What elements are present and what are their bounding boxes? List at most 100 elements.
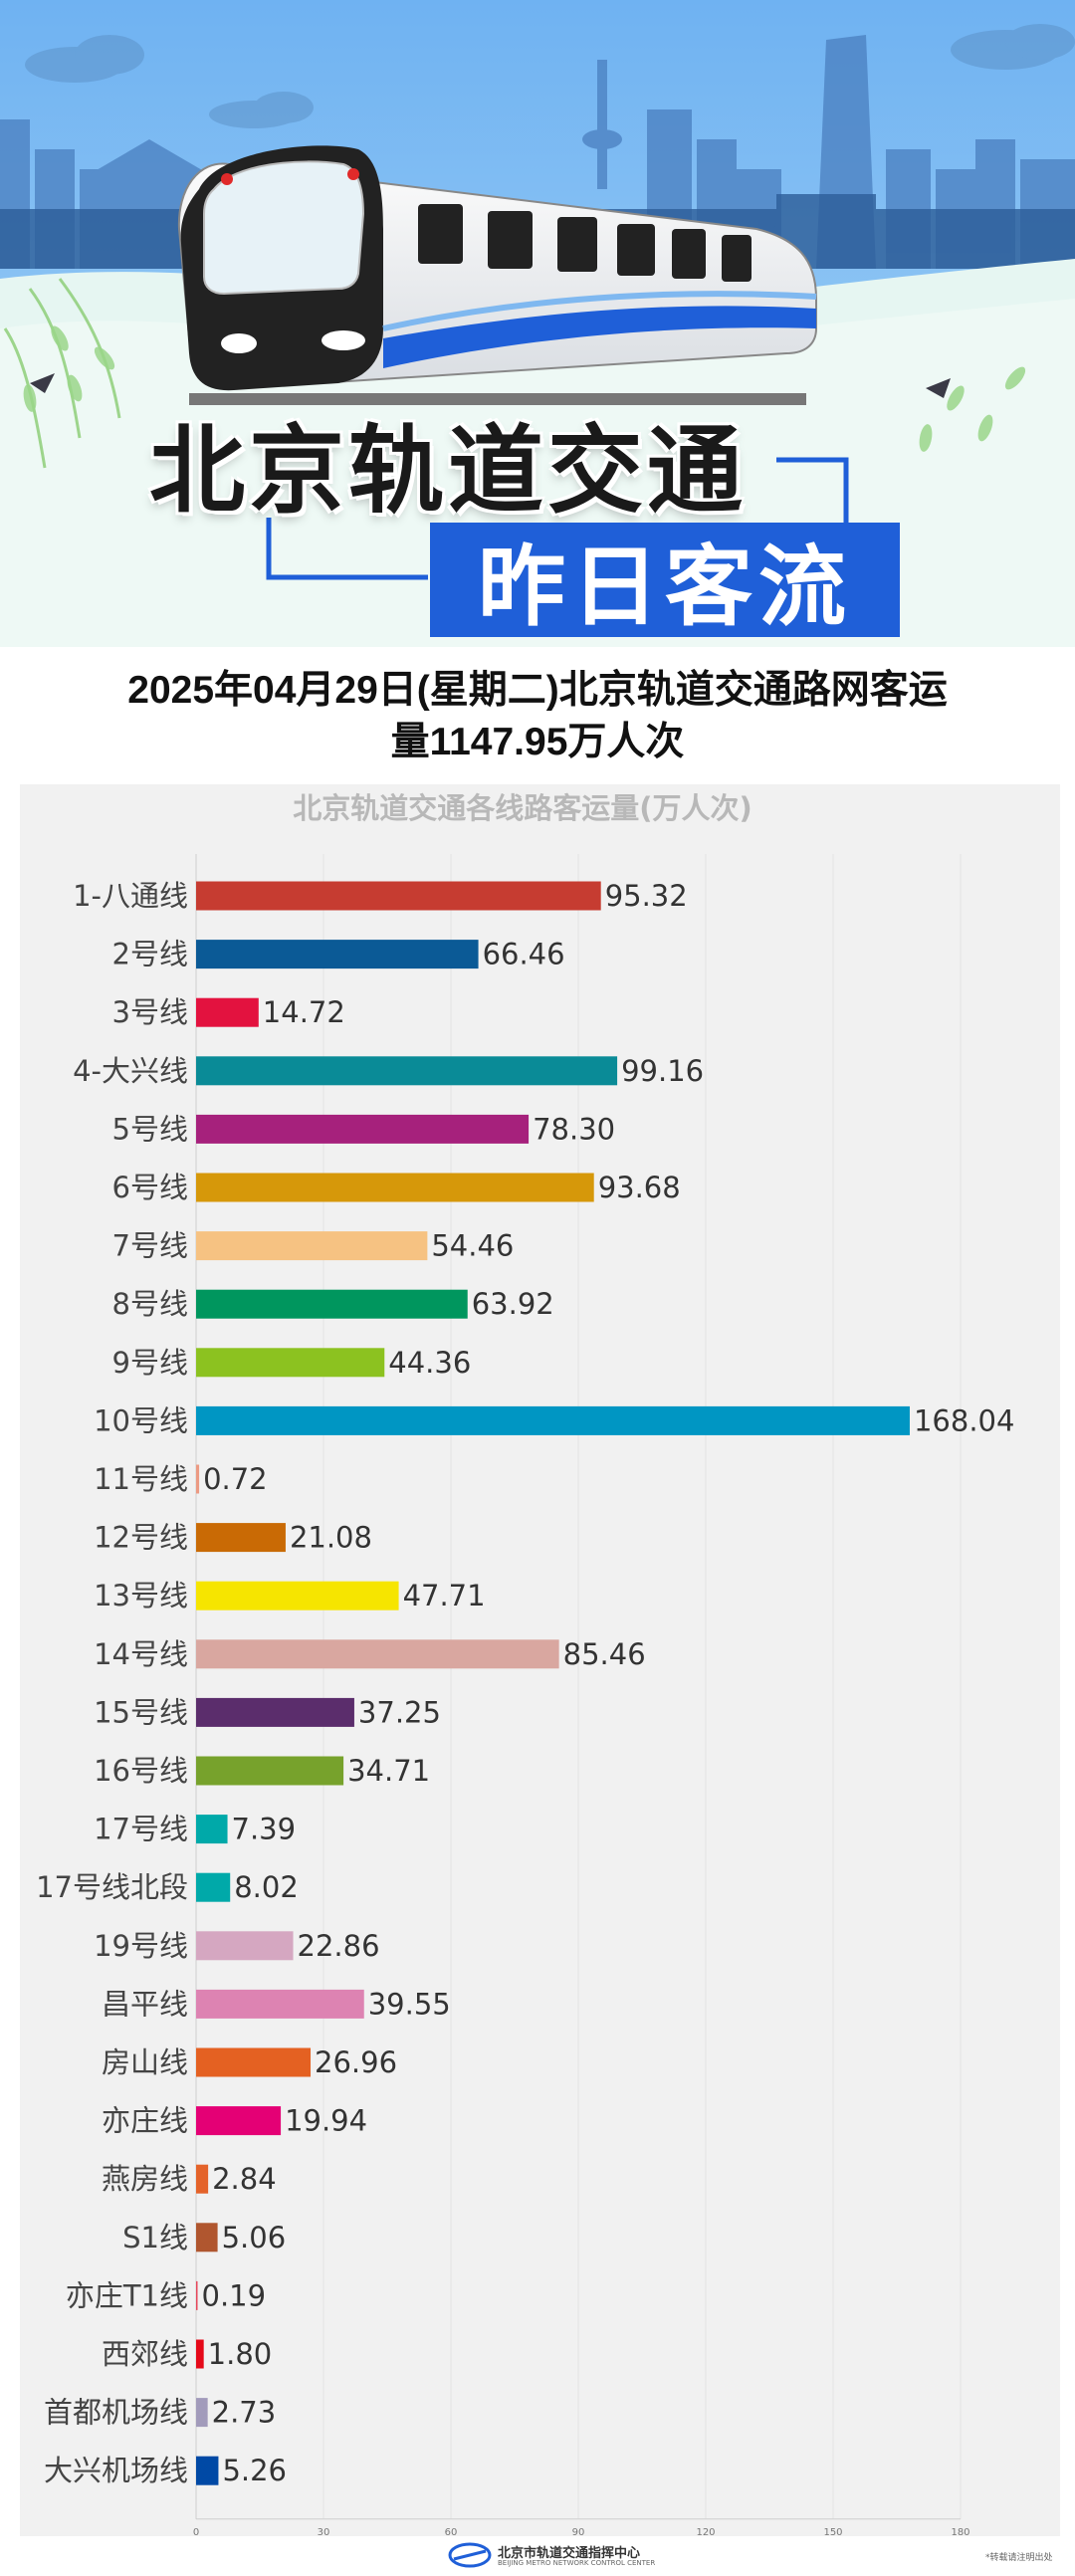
category-label: 19号线	[94, 1929, 188, 1963]
hero-banner: 北京轨道交通 昨日客流	[0, 0, 1075, 647]
value-label: 34.71	[347, 1754, 430, 1788]
bar	[196, 1056, 618, 1086]
value-label: 54.46	[431, 1229, 514, 1263]
value-label: 168.04	[914, 1403, 1014, 1437]
category-label: 燕房线	[102, 2162, 188, 2196]
value-label: 37.25	[358, 1695, 441, 1729]
x-tick-label: 0	[193, 2527, 199, 2536]
bar	[196, 1231, 428, 1261]
category-label: 11号线	[94, 1462, 188, 1496]
bar	[196, 1405, 910, 1435]
category-label: 首都机场线	[44, 2396, 188, 2430]
bar	[196, 2047, 312, 2077]
bar	[196, 881, 601, 911]
value-label: 7.39	[232, 1813, 297, 1846]
category-label: 17号线北段	[36, 1870, 188, 1904]
bar	[196, 2398, 208, 2428]
bar	[196, 1872, 231, 1902]
bar	[196, 1348, 385, 1378]
value-label: 2.84	[212, 2162, 277, 2196]
category-label: 昌平线	[102, 1987, 188, 2021]
category-label: 大兴机场线	[44, 2454, 188, 2487]
value-label: 19.94	[285, 2104, 367, 2138]
bar	[196, 940, 479, 969]
bar	[196, 2339, 204, 2369]
chart-panel: 北京轨道交通各线路客运量(万人次) 0 30 60 90 120 150 180 1-八通线…	[20, 784, 1060, 2536]
bar	[196, 1639, 559, 1669]
x-tick-label: 120	[696, 2527, 715, 2536]
value-label: 39.55	[368, 1987, 451, 2021]
category-label: 10号线	[94, 1403, 188, 1437]
footer-org-name: 北京市轨道交通指挥中心	[498, 2546, 641, 2561]
category-label: 8号线	[112, 1287, 188, 1321]
value-label: 26.96	[315, 2045, 397, 2079]
category-label: 5号线	[112, 1112, 188, 1146]
value-label: 5.26	[222, 2454, 287, 2487]
footer-org-name-en: BEIJING METRO NETWORK CONTROL CENTER	[498, 2559, 656, 2567]
value-label: 0.72	[203, 1462, 268, 1496]
bar	[196, 1289, 468, 1319]
page-title: 北京轨道交通	[149, 415, 747, 527]
value-label: 78.30	[533, 1112, 615, 1146]
x-tick-label: 60	[445, 2527, 458, 2536]
bar	[196, 1173, 594, 1202]
value-label: 21.08	[290, 1521, 372, 1555]
summary-line-1: 2025年04月29日(星期二)北京轨道交通路网客运	[127, 669, 948, 712]
category-label: 16号线	[94, 1754, 188, 1788]
bar	[196, 997, 259, 1027]
page-subtitle: 昨日客流	[430, 523, 900, 638]
value-label: 2.73	[212, 2396, 277, 2430]
bar	[196, 2280, 198, 2310]
chart-title: 北京轨道交通各线路客运量(万人次)	[293, 791, 752, 825]
value-label: 95.32	[605, 879, 688, 913]
bar	[196, 1464, 200, 1494]
value-label: 63.92	[472, 1287, 554, 1321]
bar	[196, 2164, 209, 2194]
bar	[196, 1931, 294, 1961]
bar	[196, 2223, 218, 2253]
value-label: 99.16	[621, 1054, 704, 1088]
category-label: 14号线	[94, 1637, 188, 1671]
category-label: 房山线	[102, 2045, 188, 2079]
value-label: 66.46	[483, 938, 565, 971]
subway-train-illustration	[177, 145, 817, 405]
value-label: 1.80	[208, 2337, 273, 2371]
value-label: 8.02	[234, 1870, 299, 1904]
bird-icon	[30, 373, 951, 398]
bar	[196, 1697, 354, 1727]
category-label: 15号线	[94, 1695, 188, 1729]
category-label: 4-大兴线	[73, 1054, 188, 1088]
bar	[196, 1114, 530, 1144]
bar	[196, 1756, 344, 1786]
value-label: 85.46	[563, 1637, 646, 1671]
x-tick-label: 90	[572, 2527, 585, 2536]
summary-headline: 2025年04月29日(星期二)北京轨道交通路网客运 量1147.95万人次	[20, 657, 1055, 784]
category-label: 亦庄线	[102, 2104, 188, 2138]
value-label: 5.06	[222, 2221, 287, 2254]
value-label: 93.68	[598, 1171, 681, 1204]
footer-note: *转载请注明出处	[985, 2553, 1053, 2563]
value-label: 14.72	[263, 995, 345, 1029]
value-label: 47.71	[403, 1579, 486, 1612]
category-label: 3号线	[112, 995, 188, 1029]
decor-lines	[266, 457, 849, 580]
bar	[196, 1581, 399, 1610]
category-label: 13号线	[94, 1579, 188, 1612]
value-label: 22.86	[298, 1929, 380, 1963]
value-label: 0.19	[202, 2278, 267, 2312]
category-label: 2号线	[112, 938, 188, 971]
x-tick-label: 150	[823, 2527, 842, 2536]
category-label: 亦庄T1线	[66, 2278, 188, 2312]
bar	[196, 2456, 219, 2485]
category-label: 17号线	[94, 1813, 188, 1846]
bar-chart: 北京轨道交通各线路客运量(万人次) 0 30 60 90 120 150 180 1-八通线…	[36, 791, 1014, 2536]
category-label: S1线	[122, 2221, 188, 2254]
bar	[196, 1989, 364, 2019]
category-label: 7号线	[112, 1229, 188, 1263]
category-label: 9号线	[112, 1346, 188, 1380]
x-tick-label: 180	[951, 2527, 969, 2536]
category-label: 西郊线	[102, 2337, 188, 2371]
cloud-icon	[25, 24, 1075, 128]
value-label: 44.36	[388, 1346, 471, 1380]
footer: 北京市轨道交通指挥中心 BEIJING METRO NETWORK CONTRO…	[0, 2536, 1075, 2576]
